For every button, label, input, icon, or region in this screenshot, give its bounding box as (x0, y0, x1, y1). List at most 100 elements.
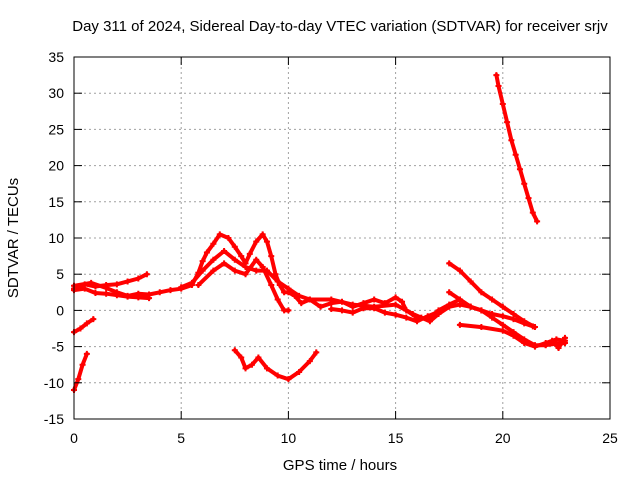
data-point (246, 250, 253, 257)
data-point (456, 267, 463, 274)
y-tick-label: 20 (48, 158, 64, 174)
data-point (504, 119, 511, 126)
y-tick-label: 35 (48, 49, 64, 65)
data-point (88, 279, 95, 286)
data-point (79, 361, 86, 368)
x-tick-label: 25 (602, 430, 618, 446)
data-point (259, 263, 266, 270)
y-tick-label: 5 (56, 266, 64, 282)
data-point (328, 296, 335, 303)
data-point (349, 309, 356, 316)
data-point (467, 278, 474, 285)
series-sat-track-k (493, 72, 541, 225)
data-point (392, 311, 399, 318)
data-point (499, 313, 506, 320)
data-point (221, 260, 228, 267)
y-tick-label: -10 (44, 375, 64, 391)
series-line (72, 351, 89, 392)
x-tick-label: 0 (70, 430, 78, 446)
data-point (124, 292, 131, 299)
data-point (238, 354, 245, 361)
data-point (199, 267, 206, 274)
data-point (285, 376, 292, 383)
series-sat-track-g (446, 260, 538, 331)
y-tick-label: 15 (48, 194, 64, 210)
data-point (274, 278, 281, 285)
data-point (521, 180, 528, 187)
data-point (499, 303, 506, 310)
data-point (478, 289, 485, 296)
data-point (285, 307, 292, 314)
data-point (188, 279, 195, 286)
data-point (525, 195, 532, 202)
data-point (521, 318, 528, 325)
data-point (81, 285, 88, 292)
data-point (255, 354, 262, 361)
data-point (135, 275, 142, 282)
data-point (210, 240, 217, 247)
data-point (414, 318, 421, 325)
data-point (231, 243, 238, 250)
data-point (456, 301, 463, 308)
y-axis-label: SDTVAR / TECUs (5, 178, 22, 298)
data-point (317, 303, 324, 310)
series-sat-track-l (231, 347, 320, 383)
data-point (216, 231, 223, 238)
data-point (467, 303, 474, 310)
data-point (446, 289, 453, 296)
y-tick-label: 30 (48, 85, 64, 101)
data-series (71, 72, 568, 394)
x-tick-label: 5 (177, 430, 185, 446)
data-point (446, 260, 453, 267)
data-point (225, 235, 232, 241)
data-point (263, 365, 270, 372)
y-tick-label: 25 (48, 121, 64, 137)
data-point (508, 137, 515, 144)
data-point (306, 358, 313, 365)
data-point (199, 258, 206, 265)
data-point (156, 289, 163, 296)
y-tick-label: 0 (56, 302, 64, 318)
data-point (135, 290, 142, 297)
data-point (296, 292, 303, 299)
data-point (298, 300, 305, 307)
data-point (178, 284, 185, 291)
data-point (328, 305, 335, 312)
axis-ticks: -15 -10 -5 0 5 10 15 20 25 30 35 0 5 10 15 20 25 (44, 49, 618, 446)
data-point (456, 296, 463, 303)
data-point (231, 347, 238, 354)
y-tick-label: 10 (48, 230, 64, 246)
data-point (371, 305, 378, 312)
data-point (512, 151, 519, 158)
data-point (124, 278, 131, 285)
data-point (561, 334, 568, 341)
data-point (349, 301, 356, 308)
data-point (493, 72, 500, 79)
data-point (242, 263, 249, 270)
data-point (167, 287, 174, 294)
data-point (529, 209, 536, 216)
data-point (499, 101, 506, 108)
data-point (313, 349, 320, 356)
data-point (90, 316, 97, 323)
x-axis-label: GPS time / hours (283, 457, 397, 474)
data-point (478, 307, 485, 314)
data-point (242, 365, 249, 372)
data-point (381, 309, 388, 316)
data-point (495, 82, 502, 89)
data-point (210, 267, 217, 274)
data-point (231, 267, 238, 274)
data-point (510, 332, 517, 339)
data-point (549, 337, 556, 344)
data-point (83, 320, 90, 327)
y-tick-label: -5 (52, 339, 65, 355)
data-point (306, 296, 313, 303)
data-point (231, 256, 238, 263)
data-point (92, 290, 99, 297)
data-point (510, 316, 517, 323)
data-point (456, 321, 463, 328)
data-point (238, 253, 245, 260)
data-point (339, 307, 345, 314)
x-tick-label: 15 (388, 430, 404, 446)
data-point (77, 325, 84, 332)
